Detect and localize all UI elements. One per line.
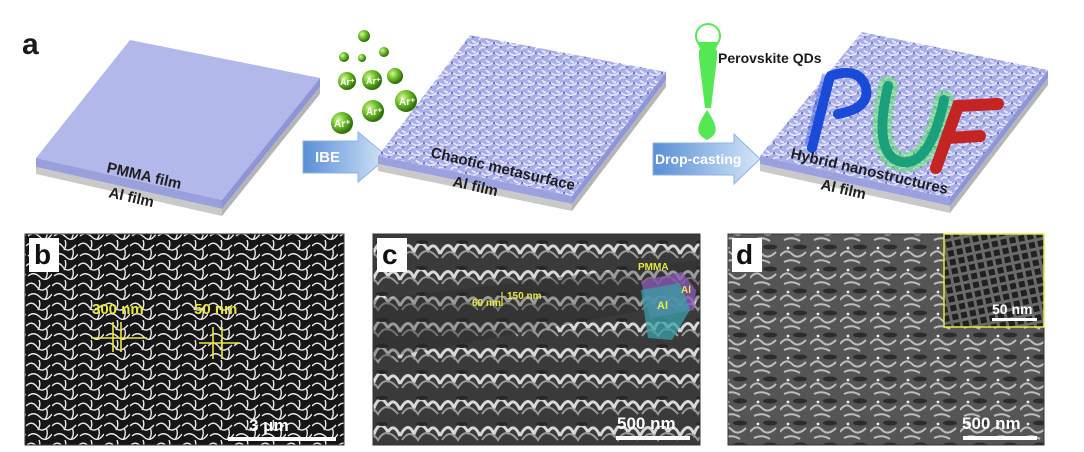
drop-casting-arrow	[652, 132, 761, 186]
panel-b-sem-image	[24, 233, 345, 446]
panel-d-scalebar-label: 500 nm	[962, 414, 1021, 433]
ibe-label: IBE	[315, 149, 340, 166]
panel-b-50nm-label: 50 nm	[194, 301, 237, 318]
puf-letter-f	[930, 98, 1004, 174]
panel-d-inset	[943, 233, 1045, 328]
panel-letter-c: c	[382, 239, 398, 270]
panel-c-letter-box	[377, 238, 407, 272]
panel-c-al-label-2: Al	[657, 300, 668, 312]
panel-b-300nm-label: 300 nm	[92, 301, 144, 318]
panel-c-scalebar-label: 500 nm	[617, 414, 676, 433]
ion-label-4: Ar⁺	[334, 119, 350, 130]
ion-label-2: Ar⁺	[366, 76, 381, 86]
panel-c-pmma-label: PMMA	[638, 262, 669, 273]
panel-letter-b: b	[34, 239, 51, 270]
panel-c-sem-image	[372, 233, 701, 446]
panel-b-scalebar-label: 3 μm	[249, 416, 289, 435]
panel-b-scalebar	[228, 437, 336, 441]
ibe-arrow	[302, 130, 389, 184]
hybrid-nanostructures-slab	[760, 32, 1048, 213]
panel-c-150nm-label: 150 nm	[507, 291, 542, 302]
ion-label-1: Ar⁺	[340, 77, 355, 87]
dropper-icon	[695, 23, 721, 140]
panel-c-60nm-label: 60 nm	[472, 298, 501, 309]
panel-d-scalebar	[963, 436, 1037, 440]
panel-c-al-label-1: Al	[681, 285, 691, 296]
pmma-al-slab	[36, 40, 320, 216]
drop-casting-label: Drop-casting	[655, 151, 741, 167]
argon-ions	[331, 30, 417, 134]
panel-letter-a: a	[22, 28, 39, 61]
puf-letter-p	[804, 68, 872, 153]
puf-letter-u	[872, 76, 954, 173]
panel-b-measure-markers	[91, 322, 240, 359]
panel-d-letter-box	[732, 238, 762, 272]
panel-d-inset-scalebar-label: 50 nm	[992, 301, 1032, 317]
perovskite-qds-label: Perovskite QDs	[718, 50, 822, 66]
chaotic-metasurface-slab	[378, 35, 666, 211]
ion-label-3: Ar⁺	[366, 107, 382, 118]
panel-c-cross-section-overlay	[641, 272, 696, 340]
panel-letter-d: d	[736, 239, 753, 270]
panel-b-letter-box	[29, 238, 59, 272]
ion-label-5: Ar⁺	[399, 97, 415, 108]
panel-c-scalebar	[616, 436, 690, 440]
